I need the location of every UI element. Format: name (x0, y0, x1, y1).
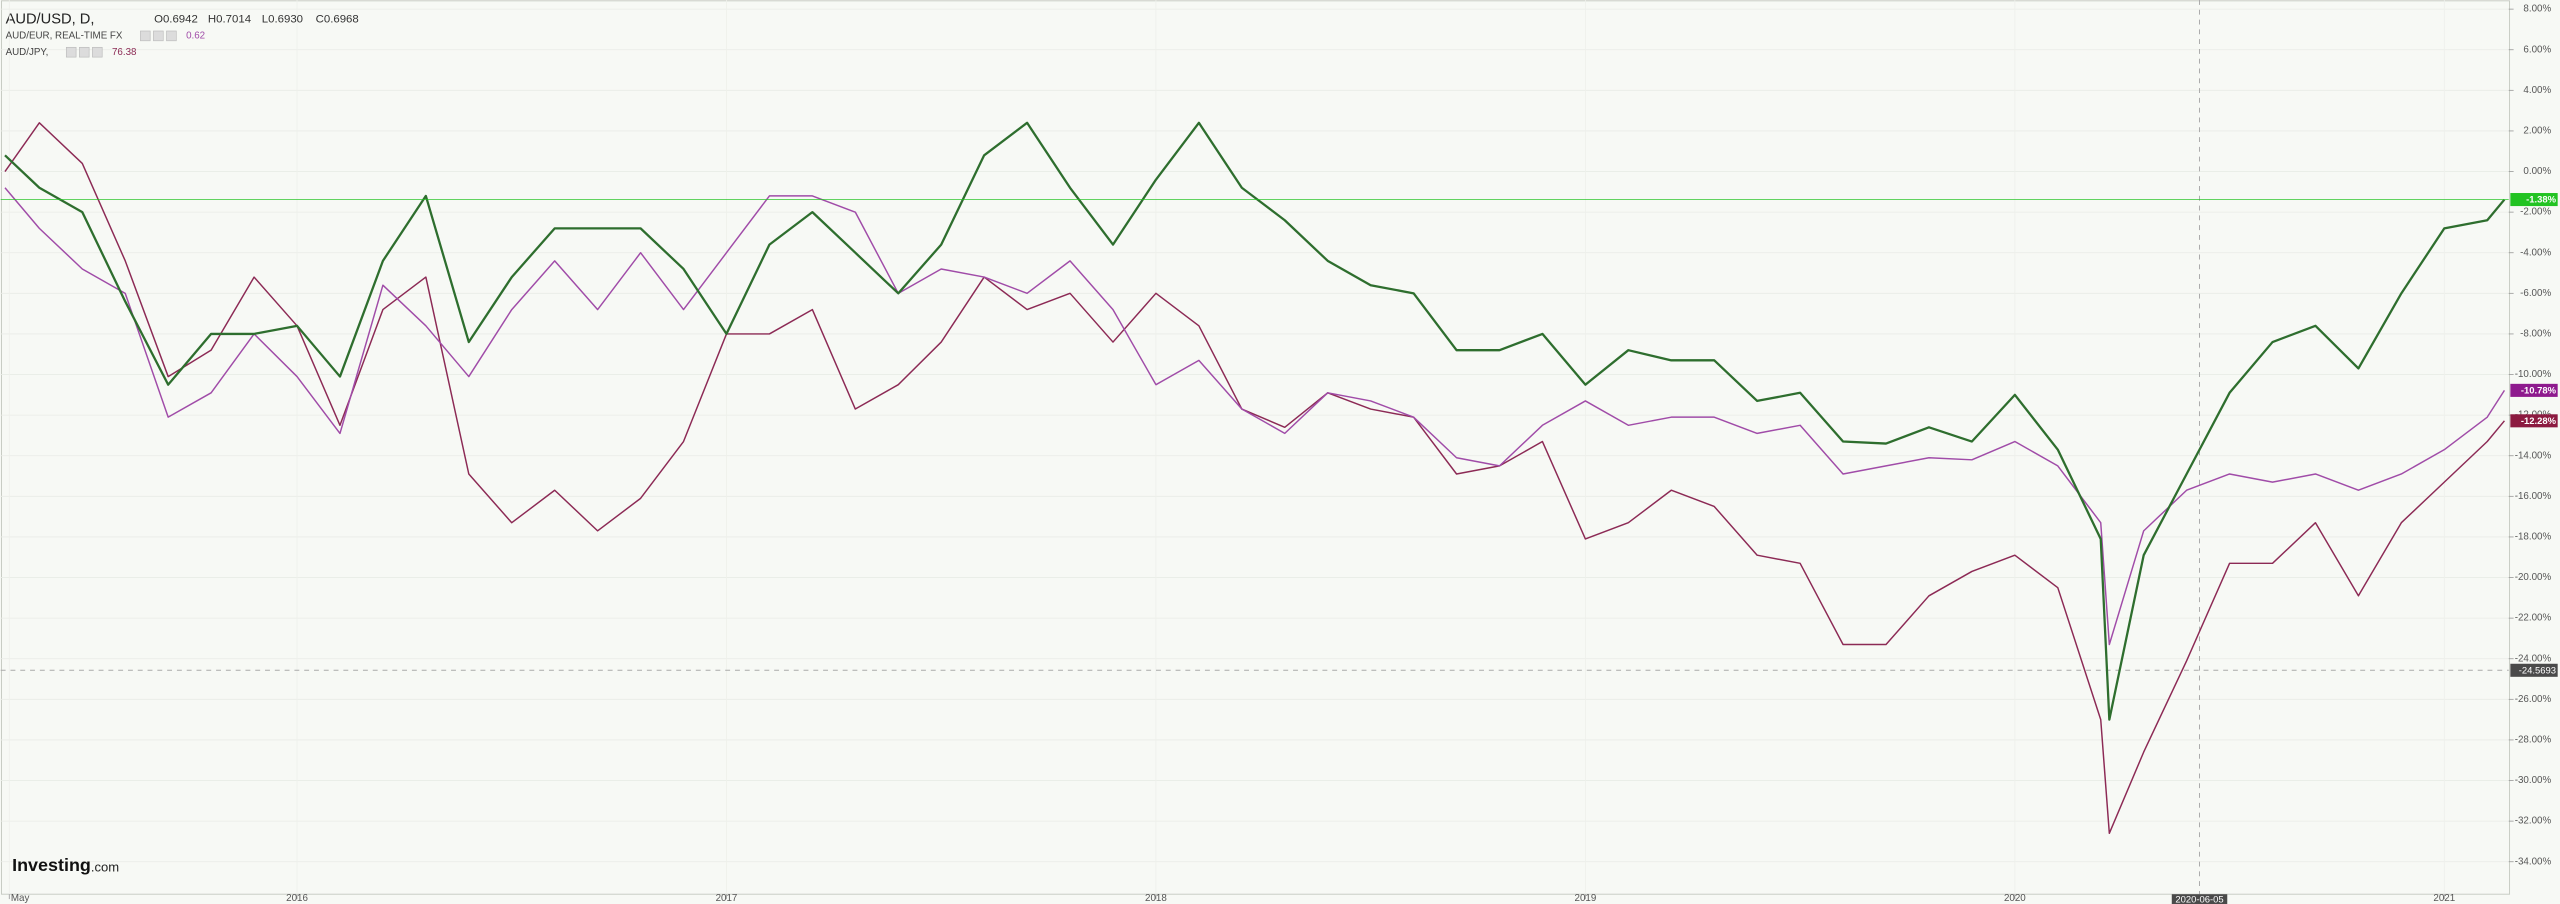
x-tick-label: 2016 (286, 893, 308, 904)
series-line (4, 121, 2506, 721)
legend-quote: 0.62 (186, 30, 205, 41)
legend-control[interactable] (65, 46, 77, 58)
crosshair-x-badge (2171, 894, 2228, 904)
legend-control[interactable] (79, 46, 90, 58)
y-tick-label: -8.00% (2520, 329, 2551, 340)
y-tick-label: -4.00% (2520, 247, 2551, 258)
last-value-badge (2510, 383, 2558, 397)
legend-quote: 76.38 (112, 47, 137, 58)
y-tick-label: -14.00% (2515, 450, 2552, 461)
brand-suffix: .com (91, 860, 119, 875)
legend-control[interactable] (140, 30, 151, 42)
last-value-label: -10.78% (2521, 385, 2557, 396)
x-tick-label: 2020 (2004, 893, 2026, 904)
crosshair-y-label: -24.5693 (2519, 665, 2556, 676)
y-tick-label: -6.00% (2520, 288, 2551, 299)
ohlc-value: L0.6930 (262, 14, 303, 26)
x-tick-label: 2018 (1145, 893, 1167, 904)
legend-name: AUD/JPY, (6, 47, 49, 58)
y-tick-label: -10.00% (2515, 369, 2552, 380)
y-tick-label: 0.00% (2523, 166, 2551, 177)
last-value-label: -1.38% (2526, 195, 2557, 206)
crosshair-x-label: 2020-06-05 (2175, 895, 2223, 904)
y-tick-label: -30.00% (2515, 775, 2552, 786)
x-tick-label: 2021 (2433, 893, 2455, 904)
legend-control[interactable] (92, 46, 103, 58)
y-tick-label: -16.00% (2515, 491, 2552, 502)
y-tick-label: 6.00% (2523, 44, 2551, 55)
ohlc-value: H0.7014 (208, 14, 252, 26)
legend-name: AUD/EUR, REAL-TIME FX (6, 30, 123, 41)
legend-control[interactable] (166, 30, 177, 42)
series-line (4, 122, 2505, 835)
last-value-label: -12.28% (2521, 416, 2557, 427)
y-tick-label: 2.00% (2523, 126, 2551, 137)
y-tick-label: -20.00% (2515, 572, 2552, 583)
y-tick-label: -2.00% (2520, 207, 2551, 218)
plot-frame (1, 0, 2511, 895)
x-tick-label: 2017 (716, 893, 738, 904)
ohlc-value: O0.6942 (154, 14, 198, 26)
y-tick-label: 4.00% (2523, 85, 2551, 96)
chart-title[interactable]: AUD/USD, D, (6, 11, 95, 27)
series-line (4, 187, 2506, 646)
y-tick-label: -26.00% (2515, 694, 2552, 705)
brand-name: Investing (12, 855, 91, 875)
crosshair-y-badge (2510, 663, 2558, 677)
x-tick-label: 2019 (1575, 893, 1597, 904)
y-tick-label: -24.00% (2515, 653, 2552, 664)
y-tick-label: -32.00% (2515, 816, 2552, 827)
legend-control[interactable] (153, 30, 164, 42)
ohlc-value: C0.6968 (316, 14, 359, 26)
y-tick-label: -22.00% (2515, 613, 2552, 624)
y-tick-label: -28.00% (2515, 735, 2552, 746)
x-tick-label: May (11, 893, 30, 904)
y-tick-label: -34.00% (2515, 856, 2552, 867)
last-value-badge (2510, 414, 2558, 428)
y-tick-label: -18.00% (2515, 532, 2552, 543)
y-tick-label: 8.00% (2523, 4, 2551, 15)
last-value-badge (2510, 193, 2558, 207)
